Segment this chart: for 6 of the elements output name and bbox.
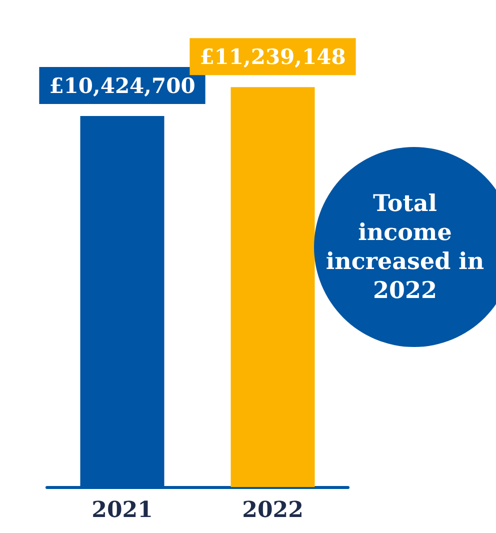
circle-badge: Total income increased in 2022 [314,147,496,347]
annotation: Total income increased in 2022 [325,189,485,305]
data-label: £10,424,700 [49,73,196,98]
data-label: £11,239,148 [200,44,346,70]
x-tick-label: 2022 [242,497,304,523]
x-tick-label: 2021 [92,497,153,523]
